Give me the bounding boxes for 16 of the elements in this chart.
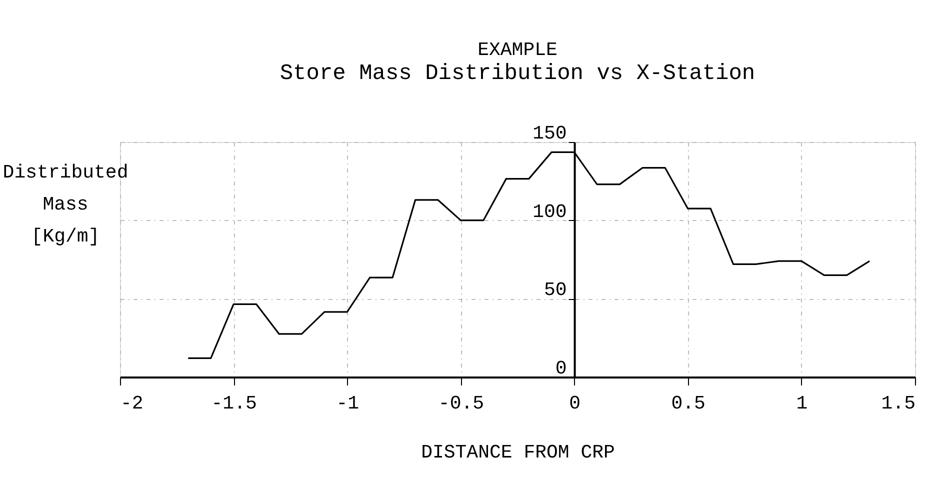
y-axis-title: Distributed Mass [Kg/m]	[2, 162, 128, 248]
y-tick-label: 0	[555, 358, 567, 380]
x-tick-label: 0	[569, 392, 580, 414]
x-tick-label: -1	[336, 392, 360, 414]
x-tick-label: -0.5	[438, 392, 484, 414]
x-tick-label: -1.5	[211, 392, 257, 414]
x-tick-label: -2	[120, 392, 144, 414]
y-tick-label: 150	[532, 122, 567, 144]
x-tick-label: 0.5	[671, 392, 706, 414]
y-tick-label: 100	[532, 200, 567, 223]
x-axis-title: DISTANCE FROM CRP	[421, 442, 615, 464]
x-tick-label: 1.5	[881, 392, 916, 414]
chart-subtitle: Store Mass Distribution vs X-Station	[280, 61, 756, 86]
chart-title: EXAMPLE	[478, 39, 558, 61]
y-tick-label: 50	[544, 279, 567, 302]
x-tick-label: 1	[796, 392, 808, 414]
